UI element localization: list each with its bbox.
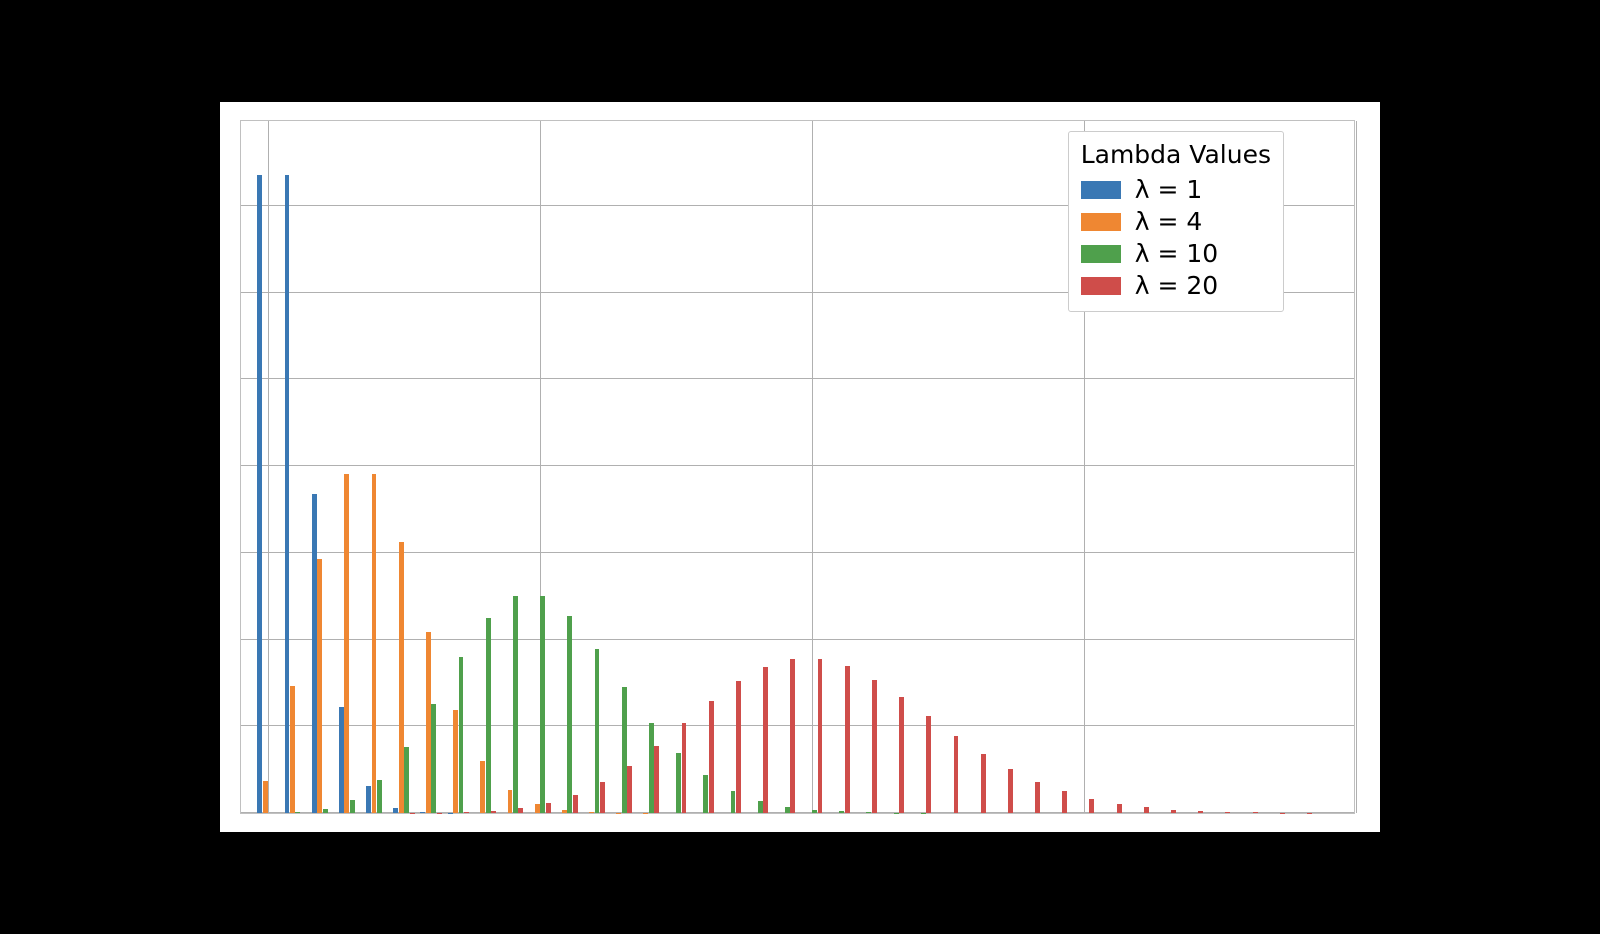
bar-lambda10 (431, 704, 436, 813)
legend-swatch (1081, 181, 1121, 199)
bar-lambda4 (453, 710, 458, 813)
bar-lambda20 (682, 723, 687, 813)
legend: Lambda Values λ = 1 λ = 4 λ = 10 λ = 20 (1068, 131, 1284, 312)
bar-lambda20 (872, 680, 877, 813)
bar-lambda10 (866, 812, 871, 813)
bar-lambda20 (954, 736, 959, 813)
gridline-horizontal (241, 639, 1354, 640)
bar-lambda20 (1035, 782, 1040, 813)
gridline-horizontal (241, 552, 1354, 553)
bar-lambda20 (546, 803, 551, 813)
legend-swatch (1081, 277, 1121, 295)
plot-area: Lambda Values λ = 1 λ = 4 λ = 10 λ = 20 (240, 120, 1355, 814)
bar-lambda20 (736, 681, 741, 813)
legend-item: λ = 1 (1081, 175, 1271, 204)
bar-lambda10 (377, 780, 382, 813)
bar-lambda1 (285, 175, 290, 813)
legend-item: λ = 20 (1081, 271, 1271, 300)
bar-lambda20 (1089, 799, 1094, 813)
bar-lambda10 (486, 618, 491, 813)
gridline-vertical (1356, 121, 1357, 813)
bar-lambda20 (981, 754, 986, 814)
gridline-horizontal (241, 465, 1354, 466)
bar-lambda20 (573, 795, 578, 813)
bar-lambda20 (1225, 812, 1230, 813)
bar-lambda4 (317, 559, 322, 813)
bar-lambda10 (323, 809, 328, 813)
bar-lambda20 (1117, 804, 1122, 813)
legend-label: λ = 10 (1135, 239, 1218, 268)
bar-lambda4 (535, 804, 540, 813)
bar-lambda20 (491, 811, 496, 813)
bar-lambda10 (404, 747, 409, 813)
legend-label: λ = 4 (1135, 207, 1203, 236)
bar-lambda10 (758, 801, 763, 813)
bar-lambda20 (763, 667, 768, 813)
bar-lambda10 (295, 812, 300, 813)
bar-lambda10 (622, 687, 627, 813)
bar-lambda10 (649, 723, 654, 813)
bar-lambda4 (562, 810, 567, 813)
bar-lambda1 (339, 707, 344, 813)
bar-lambda20 (1062, 791, 1067, 813)
bar-lambda10 (812, 810, 817, 813)
bar-lambda1 (312, 494, 317, 813)
bar-lambda10 (785, 807, 790, 813)
bar-lambda1 (257, 175, 262, 813)
bar-lambda10 (703, 775, 708, 813)
legend-swatch (1081, 245, 1121, 263)
bar-lambda1 (366, 786, 371, 813)
poisson-chart: Lambda Values λ = 1 λ = 4 λ = 10 λ = 20 (220, 102, 1380, 832)
bar-lambda20 (1144, 807, 1149, 813)
legend-label: λ = 1 (1135, 175, 1203, 204)
bar-lambda10 (731, 791, 736, 813)
bar-lambda4 (399, 542, 404, 813)
legend-title: Lambda Values (1081, 140, 1271, 169)
bar-lambda20 (464, 812, 469, 813)
gridline-horizontal (241, 725, 1354, 726)
bar-lambda10 (839, 811, 844, 813)
bar-lambda4 (263, 781, 268, 813)
legend-swatch (1081, 213, 1121, 231)
bar-lambda20 (1198, 811, 1203, 813)
legend-item: λ = 10 (1081, 239, 1271, 268)
bar-lambda1 (420, 812, 425, 813)
legend-item: λ = 4 (1081, 207, 1271, 236)
bar-lambda10 (567, 616, 572, 813)
bar-lambda10 (676, 753, 681, 813)
bar-lambda4 (508, 790, 513, 813)
legend-label: λ = 20 (1135, 271, 1218, 300)
bar-lambda10 (459, 657, 464, 813)
bar-lambda4 (480, 761, 485, 813)
bar-lambda20 (600, 782, 605, 813)
bar-lambda10 (350, 800, 355, 813)
gridline-vertical (268, 121, 269, 813)
bar-lambda20 (1171, 810, 1176, 813)
bar-lambda4 (290, 686, 295, 813)
bar-lambda20 (926, 716, 931, 813)
bar-lambda20 (1253, 812, 1258, 813)
bar-lambda4 (589, 812, 594, 813)
bar-lambda20 (790, 659, 795, 813)
bar-lambda10 (513, 596, 518, 813)
gridline-horizontal (241, 378, 1354, 379)
bar-lambda4 (344, 474, 349, 813)
bar-lambda20 (818, 659, 823, 813)
bar-lambda20 (654, 746, 659, 813)
bar-lambda20 (845, 666, 850, 813)
bar-lambda10 (595, 649, 600, 813)
bar-lambda20 (1008, 769, 1013, 813)
bar-lambda4 (372, 474, 377, 813)
gridline-vertical (812, 121, 813, 813)
bar-lambda20 (899, 697, 904, 813)
bar-lambda20 (709, 701, 714, 813)
bar-lambda20 (518, 808, 523, 813)
bar-lambda10 (540, 596, 545, 813)
bar-lambda1 (393, 808, 398, 813)
bar-lambda4 (426, 632, 431, 813)
bar-lambda20 (627, 766, 632, 813)
